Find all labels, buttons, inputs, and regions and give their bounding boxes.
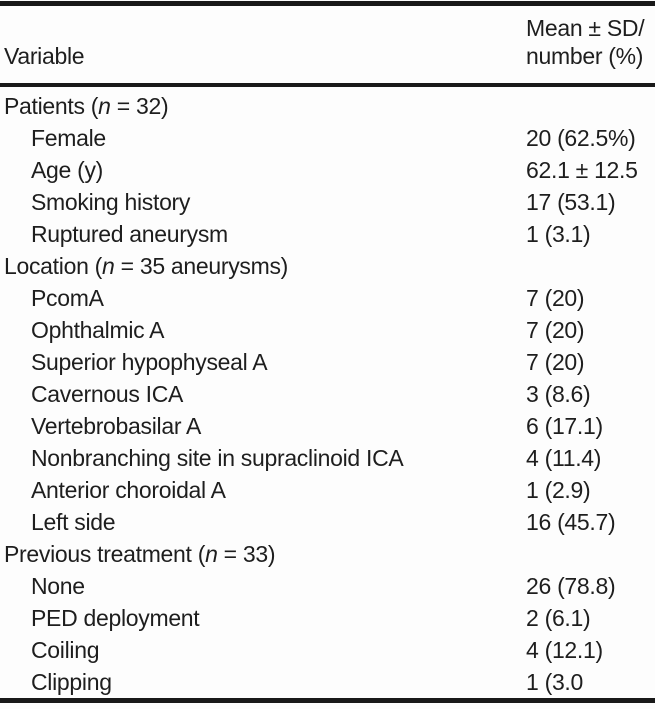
row-label: Clipping [31, 668, 112, 695]
row-label-part: Previous treatment ( [4, 540, 206, 567]
row-label-part: = 33) [217, 540, 276, 567]
table-rule-top [0, 1, 655, 6]
table-row: Superior hypophyseal A 7 (20) [4, 346, 651, 378]
row-value: 4 (11.4) [526, 444, 602, 471]
table-row: Nonbranching site in supraclinoid ICA 4 … [4, 442, 651, 474]
column-header-variable: Variable [4, 43, 85, 69]
row-value: 4 (12.1) [526, 636, 603, 663]
row-value: 1 (2.9) [526, 476, 591, 503]
row-value: 7 (20) [526, 284, 585, 311]
row-label: Cavernous ICA [31, 380, 184, 407]
row-label-part: n [102, 252, 115, 279]
column-header-value-line2: number (%) [526, 43, 644, 69]
table-row: PcomA 7 (20) [4, 282, 651, 314]
table-body: Patients (n = 32) Female 20 (62.5%) Age … [0, 87, 655, 698]
row-value: 17 (53.1) [526, 188, 616, 215]
table-row: Ruptured aneurysm 1 (3.1) [4, 218, 651, 250]
table-row: Left side 16 (45.7) [4, 506, 651, 538]
row-value: 26 (78.8) [526, 572, 616, 599]
row-value: 2 (6.1) [526, 604, 591, 631]
row-label: Nonbranching site in supraclinoid ICA [31, 444, 404, 471]
table-row: Anterior choroidal A 1 (2.9) [4, 474, 651, 506]
row-label: Previous treatment (n = 33) [4, 541, 526, 568]
row-label-part: = 35 aneurysms) [114, 252, 289, 279]
table-row: None 26 (78.8) [4, 570, 651, 602]
row-value: 1 (3.1) [526, 220, 591, 247]
table-row: Coiling 4 (12.1) [4, 634, 651, 666]
row-label: Superior hypophyseal A [31, 348, 268, 375]
row-value: 16 (45.7) [526, 508, 616, 535]
table-row: Smoking history 17 (53.1) [4, 186, 651, 218]
row-value: 1 (3.0 [526, 668, 584, 695]
row-label-part: = 32) [110, 92, 169, 119]
table-row: Patients (n = 32) [4, 90, 651, 122]
row-label: Left side [31, 508, 116, 535]
table-row: Previous treatment (n = 33) [4, 538, 651, 570]
table-row: Female 20 (62.5%) [4, 122, 651, 154]
row-value: 6 (17.1) [526, 412, 603, 439]
table-row: Location (n = 35 aneurysms) [4, 250, 651, 282]
row-label: PcomA [31, 284, 104, 311]
row-label: Ruptured aneurysm [31, 220, 228, 247]
column-header-value-line1: Mean ± SD/ [526, 15, 645, 41]
row-label-part: Location ( [4, 252, 103, 279]
row-label: Anterior choroidal A [31, 476, 226, 503]
table-row: Cavernous ICA 3 (8.6) [4, 378, 651, 410]
row-value: 62.1 ± 12.5 [526, 156, 638, 183]
column-header-value: Mean ± SD/ number (%) [526, 14, 651, 70]
row-label: Age (y) [31, 156, 104, 183]
row-label: Vertebrobasilar A [31, 412, 202, 439]
table-rule-bottom [0, 698, 655, 703]
row-label-part: n [205, 540, 218, 567]
row-label: Coiling [31, 636, 100, 663]
row-label: Smoking history [31, 188, 191, 215]
table-row: Vertebrobasilar A 6 (17.1) [4, 410, 651, 442]
row-label: Location (n = 35 aneurysms) [4, 253, 526, 280]
row-label-part: n [98, 92, 111, 119]
table-row: PED deployment 2 (6.1) [4, 602, 651, 634]
table-rule-header-bottom [0, 83, 655, 87]
row-value: 20 (62.5%) [526, 124, 636, 151]
row-label: Ophthalmic A [31, 316, 165, 343]
row-label: PED deployment [31, 604, 200, 631]
row-label-part: Patients ( [4, 92, 99, 119]
row-label: None [31, 572, 85, 599]
row-value: 3 (8.6) [526, 380, 591, 407]
row-label: Female [31, 124, 106, 151]
table-row: Ophthalmic A 7 (20) [4, 314, 651, 346]
table-row: Clipping 1 (3.0 [4, 666, 651, 698]
row-value: 7 (20) [526, 348, 585, 375]
row-label: Patients (n = 32) [4, 93, 526, 120]
row-value: 7 (20) [526, 316, 585, 343]
table-row: Age (y) 62.1 ± 12.5 [4, 154, 651, 186]
table-header-row: Variable Mean ± SD/ number (%) [0, 6, 655, 83]
